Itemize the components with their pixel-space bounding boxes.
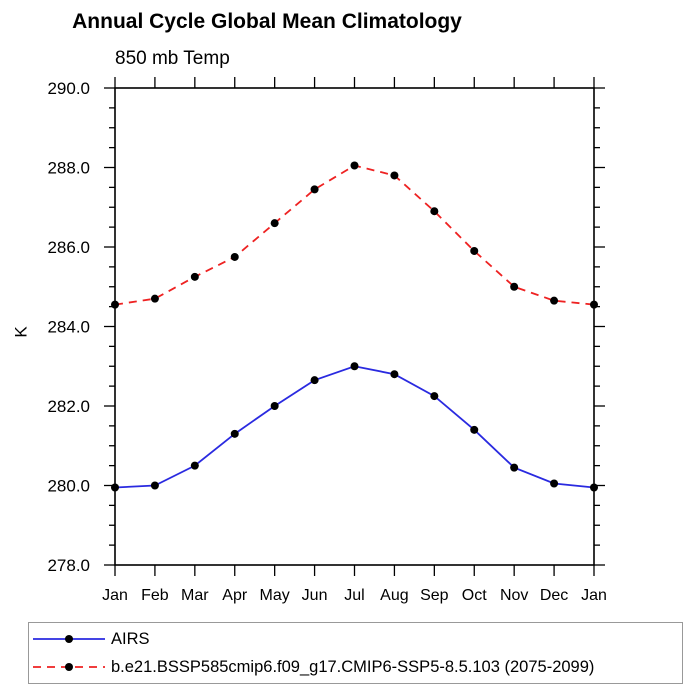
y-tick-label: 288.0: [47, 159, 90, 178]
data-point: [430, 207, 439, 216]
data-point: [470, 246, 479, 255]
plot-area: Jan Feb Mar Apr May Jun Jul Aug Sep Oct Nov Dec Jan 2…: [47, 77, 607, 604]
x-tick-label: Apr: [222, 587, 248, 604]
x-tick-label: Dec: [540, 587, 568, 604]
x-tick-label: Jul: [344, 587, 364, 604]
y-tick-label: 284.0: [47, 318, 90, 337]
data-point: [310, 185, 319, 194]
legend-marker-dot-model: [65, 663, 73, 671]
y-tick-label: 280.0: [47, 477, 90, 496]
legend-label-airs: AIRS: [111, 629, 150, 648]
data-point: [190, 272, 199, 281]
legend-item-model: b.e21.BSSP585cmip6.f09_g17.CMIP6-SSP5-8.…: [31, 655, 682, 679]
x-tick-label: May: [260, 587, 290, 604]
series-line-0: [114, 365, 595, 489]
data-point: [270, 402, 279, 410]
data-point: [190, 461, 199, 470]
x-tick-label: Sep: [420, 587, 449, 604]
data-point: [111, 483, 119, 492]
data-point: [390, 171, 399, 180]
data-point: [150, 294, 159, 303]
legend-line-sample-airs: [33, 635, 105, 643]
data-point: [111, 300, 119, 309]
data-point: [390, 370, 399, 379]
y-tick-label: 286.0: [47, 238, 90, 257]
plot-frame: [114, 87, 595, 566]
data-point: [550, 479, 559, 488]
series-line-1: [114, 164, 595, 306]
data-point: [230, 252, 239, 261]
legend-label-model: b.e21.BSSP585cmip6.f09_g17.CMIP6-SSP5-8.…: [111, 657, 595, 676]
data-point: [230, 429, 239, 438]
x-tick-label: Jan: [581, 587, 607, 604]
data-point: [350, 161, 359, 170]
x-tick-label: Aug: [380, 587, 408, 604]
legend-line-sample-model: [33, 663, 105, 671]
data-point: [270, 219, 279, 228]
x-tick-label: Feb: [141, 587, 169, 604]
data-point: [510, 463, 519, 472]
x-tick-label: Jun: [302, 587, 328, 604]
data-point: [510, 282, 519, 291]
y-tick-label: 278.0: [47, 556, 90, 575]
data-point: [430, 392, 439, 401]
chart-subtitle: 850 mb Temp: [115, 48, 230, 69]
data-point: [150, 481, 159, 490]
legend-item-airs: AIRS: [31, 627, 682, 651]
data-point: [350, 362, 359, 371]
legend-marker-dot-airs: [65, 635, 73, 643]
y-tick-label: 290.0: [47, 79, 90, 98]
x-tick-label: Mar: [181, 587, 209, 604]
data-point: [310, 376, 319, 385]
data-point: [590, 483, 598, 492]
data-point: [590, 300, 598, 309]
data-point: [470, 425, 479, 434]
x-tick-label: Jan: [102, 587, 128, 604]
y-tick-label: 282.0: [47, 397, 90, 416]
chart-title: Annual Cycle Global Mean Climatology: [72, 10, 462, 33]
data-point: [550, 296, 559, 305]
x-tick-label: Oct: [462, 587, 487, 604]
legend-box: AIRS b.e21.BSSP585cmip6.f09_g17.CMIP6-SS…: [28, 622, 683, 684]
x-tick-label: Nov: [500, 587, 528, 604]
